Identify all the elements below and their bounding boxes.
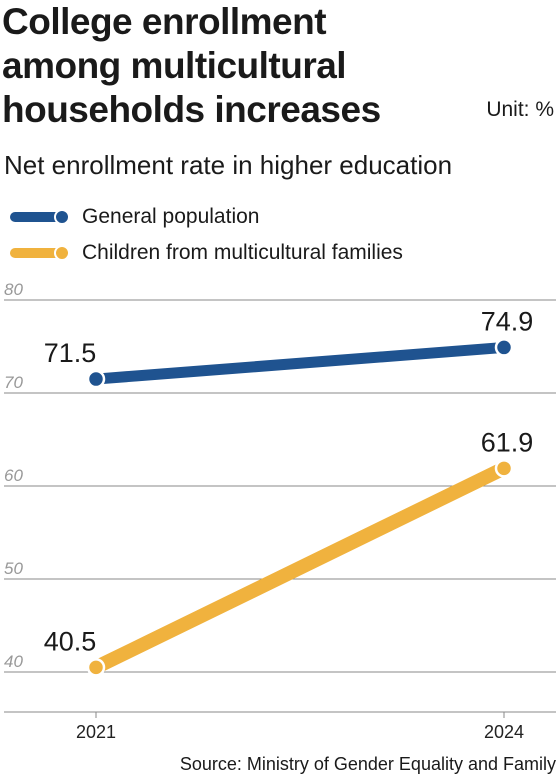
source-note: Source: Ministry of Gender Equality and … <box>179 754 556 774</box>
chart-title: College enrollment among multicultural h… <box>2 1 381 130</box>
chart-subtitle: Net enrollment rate in higher education <box>4 150 453 180</box>
legend-swatch-general <box>10 209 70 225</box>
legend-label-multicultural: Children from multicultural families <box>82 241 403 264</box>
legend-item-general: General population <box>10 199 403 235</box>
data-label-multicultural-2021: 40.5 <box>44 626 97 656</box>
x-tick-label-2024: 2024 <box>484 722 524 742</box>
y-tick-label-70: 70 <box>4 373 23 392</box>
data-point-general-2024 <box>494 338 514 357</box>
legend: General population Children from multicu… <box>10 199 403 271</box>
data-point-multicultural-2024 <box>494 459 514 478</box>
y-tick-label-50: 50 <box>4 559 23 578</box>
data-label-general-2021: 71.5 <box>44 338 97 368</box>
data-label-multicultural-2024: 61.9 <box>481 427 534 457</box>
series-line-general <box>90 341 510 385</box>
y-tick-label-80: 80 <box>4 280 23 299</box>
y-tick-label-60: 60 <box>4 466 23 485</box>
y-tick-label-40: 40 <box>4 652 23 671</box>
unit-label: Unit: % <box>486 98 554 121</box>
data-point-general-2021 <box>86 369 106 389</box>
x-tick-label-2021: 2021 <box>76 722 116 742</box>
legend-dot-multicultural <box>54 245 70 261</box>
data-point-multicultural-2021 <box>86 658 106 677</box>
series-line-multicultural <box>89 461 511 675</box>
legend-label-general: General population <box>82 205 260 228</box>
legend-swatch-multicultural <box>10 245 70 261</box>
legend-item-multicultural: Children from multicultural families <box>10 235 403 271</box>
data-label-general-2024: 74.9 <box>481 306 534 336</box>
legend-dot-general <box>54 209 70 225</box>
